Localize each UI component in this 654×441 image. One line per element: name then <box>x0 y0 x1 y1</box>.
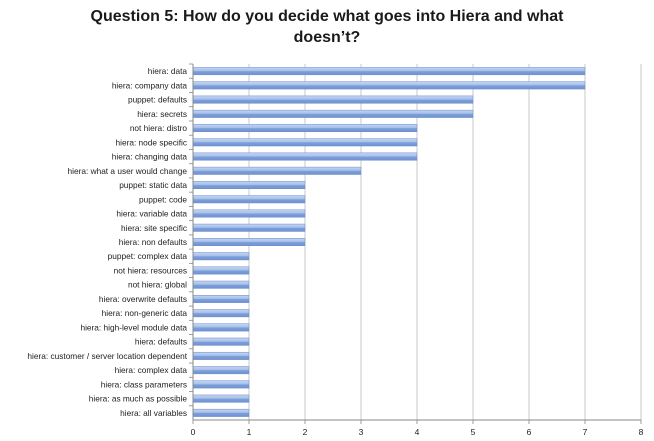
x-tick-label: 4 <box>415 427 420 437</box>
category-label: hiera: changing data <box>112 152 188 162</box>
category-label: puppet: code <box>139 194 187 204</box>
bar <box>192 252 250 261</box>
bar <box>192 181 306 189</box>
category-label: hiera: as much as possible <box>89 394 188 404</box>
category-label: hiera: variable data <box>116 209 187 219</box>
category-label: hiera: customer / server location depend… <box>27 351 187 361</box>
bar <box>192 152 418 161</box>
x-tick-label: 7 <box>583 427 588 437</box>
x-tick-label: 5 <box>471 427 476 437</box>
category-label: hiera: secrets <box>137 109 187 119</box>
bar <box>192 394 250 403</box>
category-label: hiera: class parameters <box>101 379 187 389</box>
category-label: hiera: non-generic data <box>102 308 188 318</box>
x-tick-label: 6 <box>527 427 532 437</box>
x-tick-label: 2 <box>303 427 308 437</box>
axes <box>189 63 642 424</box>
bar <box>192 166 362 175</box>
category-label: hiera: complex data <box>115 365 188 375</box>
bar <box>192 95 474 104</box>
bars <box>192 67 586 417</box>
bar <box>192 238 306 246</box>
category-label: puppet: defaults <box>128 95 187 105</box>
category-label: hiera: overwrite defaults <box>99 294 187 304</box>
x-tick-label: 1 <box>247 427 252 437</box>
x-tick-label: 0 <box>191 427 196 437</box>
x-tick-label: 8 <box>639 427 644 437</box>
bar <box>192 209 306 218</box>
category-labels: hiera: data hiera: company data puppet: de… <box>27 66 187 418</box>
bar <box>192 195 306 204</box>
category-label: hiera: node specific <box>116 137 188 147</box>
bar <box>192 366 250 375</box>
category-label: puppet: static data <box>119 180 187 190</box>
category-label: hiera: all variables <box>120 408 187 418</box>
category-label: hiera: site specific <box>121 223 187 233</box>
bar <box>192 67 586 76</box>
bar <box>192 337 250 346</box>
bar <box>192 295 250 303</box>
gridlines <box>248 64 642 420</box>
chart-title-line-1: Question 5: How do you decide what goes … <box>90 8 564 25</box>
category-label: not hiera: resources <box>114 265 187 275</box>
bar <box>192 323 250 332</box>
category-label: puppet: complex data <box>108 251 188 261</box>
chart-title: Question 5: How do you decide what goes … <box>0 6 654 48</box>
bar <box>192 266 250 275</box>
category-label: hiera: high-level module data <box>80 322 187 332</box>
x-tick-label: 3 <box>359 427 364 437</box>
bar <box>192 309 250 318</box>
category-label: not hiera: distro <box>130 123 188 133</box>
bar <box>192 81 586 90</box>
bar <box>192 124 418 133</box>
category-label: hiera: company data <box>112 80 188 90</box>
x-tick-labels: 0 1 2 3 4 5 6 7 8 <box>191 427 644 437</box>
bar <box>192 351 250 360</box>
category-label: hiera: non defaults <box>119 237 187 247</box>
bar <box>192 223 306 232</box>
category-label: hiera: data <box>148 66 188 76</box>
category-label: hiera: what a user would change <box>68 166 188 176</box>
bar <box>192 280 250 289</box>
bar <box>192 380 250 389</box>
bar <box>192 408 250 417</box>
category-label: not hiera: global <box>128 280 187 290</box>
chart-title-line-2: doesn’t? <box>293 29 361 46</box>
bar <box>192 109 474 118</box>
bar <box>192 138 418 147</box>
category-label: hiera: defaults <box>135 337 187 347</box>
